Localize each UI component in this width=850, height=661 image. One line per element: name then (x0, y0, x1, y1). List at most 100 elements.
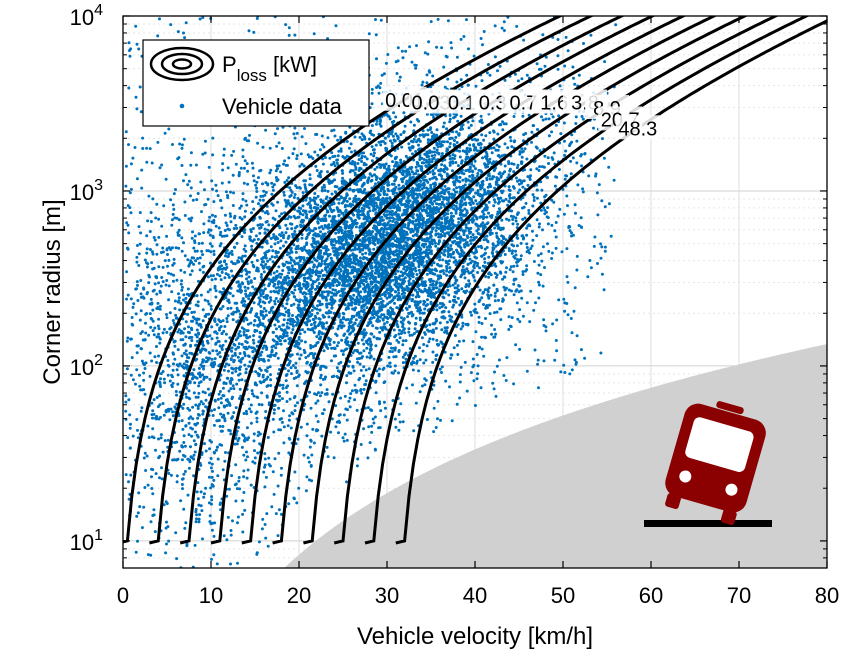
scatter-point (146, 553, 150, 557)
scatter-point (391, 317, 395, 321)
scatter-point (166, 373, 170, 377)
scatter-point (403, 202, 407, 206)
scatter-point (495, 231, 498, 235)
scatter-point (422, 343, 426, 346)
scatter-point (157, 217, 161, 221)
scatter-point (467, 227, 471, 231)
scatter-point (272, 492, 276, 496)
scatter-point (478, 266, 482, 270)
scatter-point (143, 367, 147, 370)
scatter-point (371, 324, 375, 328)
scatter-point (197, 261, 201, 265)
scatter-point (565, 194, 569, 198)
scatter-point (266, 544, 270, 548)
scatter-point (211, 213, 214, 217)
scatter-point (363, 303, 367, 307)
scatter-point (505, 356, 509, 360)
scatter-point (226, 307, 230, 310)
scatter-point (350, 150, 353, 154)
scatter-point (145, 251, 149, 255)
scatter-point (458, 396, 462, 400)
scatter-point (282, 193, 286, 197)
scatter-point (379, 18, 383, 22)
scatter-point (266, 259, 270, 263)
scatter-point (491, 252, 495, 255)
scatter-point (320, 434, 324, 438)
scatter-point (249, 403, 253, 407)
scatter-point (495, 143, 499, 147)
scatter-point (244, 199, 248, 203)
scatter-point (424, 242, 428, 246)
scatter-point (391, 278, 395, 282)
scatter-point (413, 300, 417, 304)
scatter-point (252, 301, 256, 305)
scatter-point (272, 271, 276, 275)
scatter-point (129, 373, 133, 377)
scatter-point (421, 192, 425, 196)
scatter-point (483, 223, 487, 227)
scatter-point (193, 381, 197, 385)
scatter-point (281, 286, 285, 290)
scatter-point (143, 451, 147, 455)
scatter-point (172, 340, 176, 344)
scatter-point (457, 289, 461, 293)
scatter-point (195, 517, 198, 521)
scatter-point (396, 269, 400, 273)
scatter-point (190, 236, 194, 240)
scatter-point (502, 275, 506, 279)
scatter-point (406, 286, 410, 290)
scatter-point (131, 156, 135, 160)
scatter-point (450, 247, 454, 251)
scatter-point (493, 299, 497, 303)
scatter-point (193, 543, 197, 547)
scatter-point (135, 260, 139, 264)
scatter-point (225, 376, 229, 380)
scatter-point (443, 232, 447, 236)
scatter-point (339, 396, 343, 400)
scatter-point (374, 283, 378, 287)
scatter-point (223, 254, 227, 258)
scatter-point (407, 327, 411, 331)
scatter-point (445, 269, 449, 273)
scatter-point (335, 161, 339, 165)
scatter-point (423, 51, 427, 55)
scatter-point (145, 265, 149, 269)
scatter-point (290, 372, 293, 376)
scatter-point (243, 244, 247, 248)
scatter-point (552, 200, 556, 204)
scatter-point (368, 351, 371, 355)
scatter-point (255, 420, 259, 424)
scatter-point (440, 177, 444, 181)
scatter-point (310, 308, 314, 312)
scatter-point (334, 24, 338, 28)
scatter-point (295, 157, 299, 161)
scatter-point (210, 495, 214, 499)
scatter-point (554, 235, 558, 239)
scatter-point (392, 355, 396, 359)
scatter-point (242, 319, 246, 323)
scatter-point (378, 330, 382, 334)
scatter-point (476, 172, 480, 175)
scatter-point (309, 361, 313, 365)
scatter-point (458, 303, 462, 307)
scatter-point (403, 331, 407, 335)
scatter-point (385, 320, 389, 324)
scatter-point (242, 166, 246, 170)
scatter-point (246, 280, 250, 284)
scatter-point (323, 189, 327, 192)
scatter-point (394, 115, 398, 119)
scatter-point (318, 394, 322, 398)
scatter-point (559, 370, 563, 374)
scatter-point (167, 284, 171, 288)
scatter-point (192, 368, 196, 372)
scatter-point (532, 195, 536, 199)
scatter-point (305, 434, 309, 438)
scatter-point (139, 388, 143, 392)
scatter-point (378, 319, 381, 323)
scatter-point (166, 264, 169, 268)
scatter-point (239, 204, 243, 208)
scatter-point (468, 143, 472, 147)
scatter-point (330, 291, 334, 295)
scatter-point (609, 234, 613, 238)
scatter-point (177, 296, 181, 300)
